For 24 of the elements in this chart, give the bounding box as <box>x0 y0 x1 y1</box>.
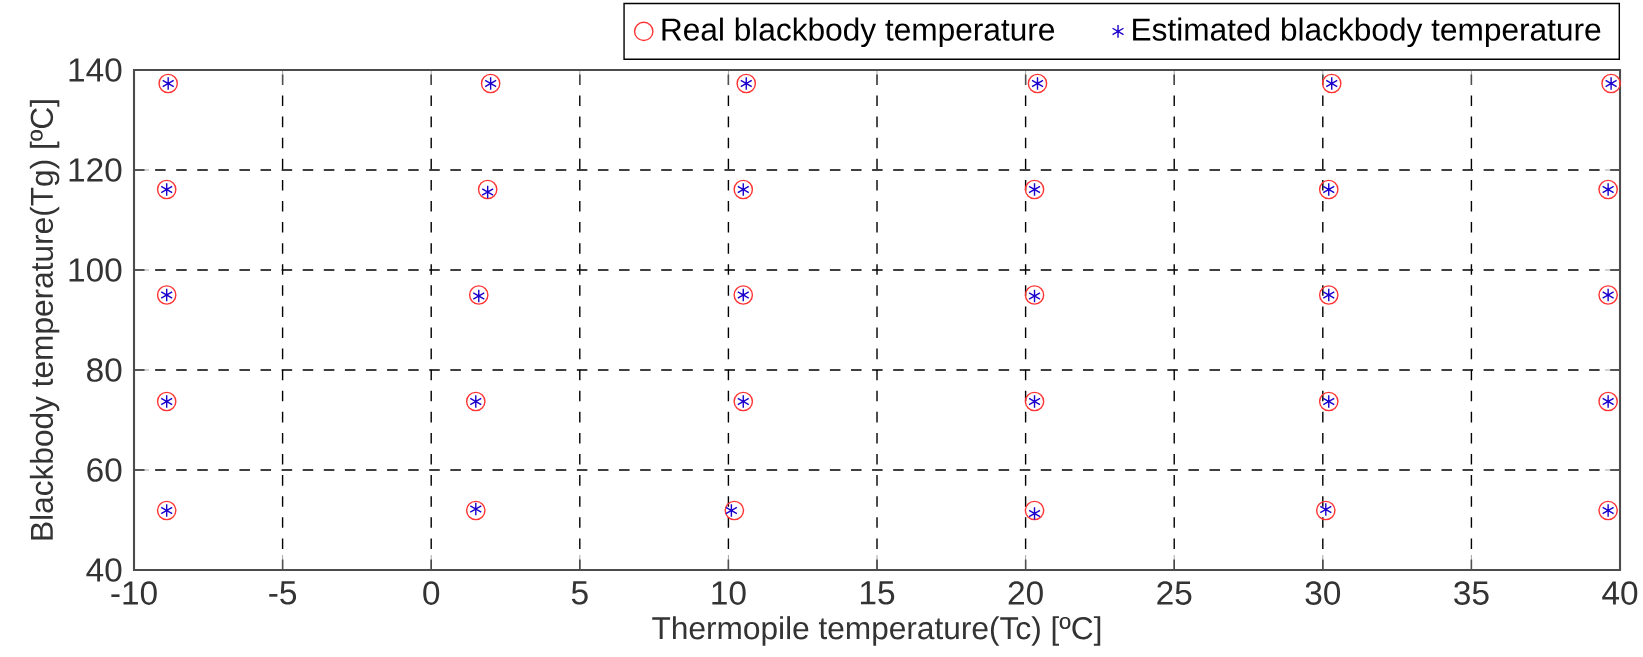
x-tick-label: -10 <box>111 581 157 605</box>
y-tick-label: 140 <box>69 58 122 82</box>
x-tick-label: 10 <box>712 581 746 605</box>
legend-label: Real blackbody temperature <box>662 17 1055 48</box>
x-tick-label: 0 <box>423 581 440 605</box>
y-tick-label: 100 <box>69 258 122 282</box>
y-axis-title: Blackbody temperature(Tg) [ºC] <box>29 100 60 540</box>
y-tick-label: 40 <box>86 558 122 582</box>
point <box>1024 500 1045 521</box>
legend-label: Estimated blackbody temperature <box>1133 17 1601 48</box>
x-tick-label: -5 <box>269 581 297 605</box>
x-tick-label: 40 <box>1602 581 1638 605</box>
x-axis-title: Thermopile temperature(Tc) [ºC] <box>652 616 1101 646</box>
point <box>724 500 745 521</box>
x-tick-label: 5 <box>571 581 588 605</box>
x-tick-label: 15 <box>860 581 895 605</box>
x-tick-label: 30 <box>1305 581 1341 605</box>
y-tick-label: 60 <box>87 458 122 482</box>
x-tick-label: 25 <box>1157 581 1192 605</box>
x-tick-label: 35 <box>1454 581 1489 605</box>
y-tick-label: 120 <box>69 158 122 182</box>
point <box>477 179 498 200</box>
y-tick-label: 80 <box>87 358 122 382</box>
x-tick-label: 20 <box>1008 581 1043 605</box>
